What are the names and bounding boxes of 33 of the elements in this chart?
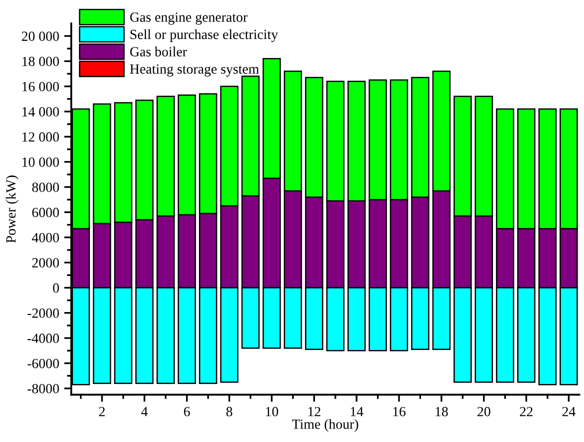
y-tick-label: -8000 (28, 384, 59, 394)
x-tick-label: 16 (393, 406, 406, 416)
x-axis-title: Time (hour) (292, 419, 358, 432)
legend-label: Gas engine generator (130, 12, 248, 25)
x-tick-label: 10 (266, 406, 278, 416)
y-tick-label: -6000 (28, 358, 59, 368)
x-tick-label: 12 (308, 406, 320, 416)
y-tick-label: -4000 (28, 334, 59, 344)
y-tick-label: 8000 (32, 182, 59, 192)
x-tick-label: 22 (520, 406, 532, 416)
y-tick-label: 10 000 (22, 157, 59, 167)
y-tick-label: 4000 (32, 232, 59, 242)
x-tick-label: 8 (226, 406, 232, 416)
legend-label: Gas boiler (130, 46, 187, 56)
y-tick-label: 12 000 (22, 132, 59, 142)
x-tick-label: 18 (436, 406, 448, 416)
legend-label: Heating storage system (130, 64, 259, 77)
x-tick-label: 14 (350, 406, 364, 416)
y-axis-title: Power (kW) (6, 176, 18, 243)
y-tick-label: 14 000 (22, 107, 59, 116)
y-tick-label: -2000 (28, 308, 59, 318)
x-tick-label: 6 (184, 406, 190, 416)
y-tick-label: 16 000 (22, 82, 59, 92)
y-tick-label: 6000 (32, 208, 59, 218)
x-tick-label: 2 (99, 406, 105, 416)
y-tick-label: 2000 (32, 258, 59, 268)
legend-label: Sell or purchase electricity (130, 29, 278, 42)
y-tick-label: 18 000 (22, 56, 59, 66)
y-tick-label: 20 000 (22, 32, 59, 41)
x-tick-label: 24 (562, 406, 576, 416)
y-tick-label: 0 (53, 283, 59, 293)
x-tick-label: 4 (141, 407, 148, 416)
x-tick-label: 20 (478, 406, 490, 416)
